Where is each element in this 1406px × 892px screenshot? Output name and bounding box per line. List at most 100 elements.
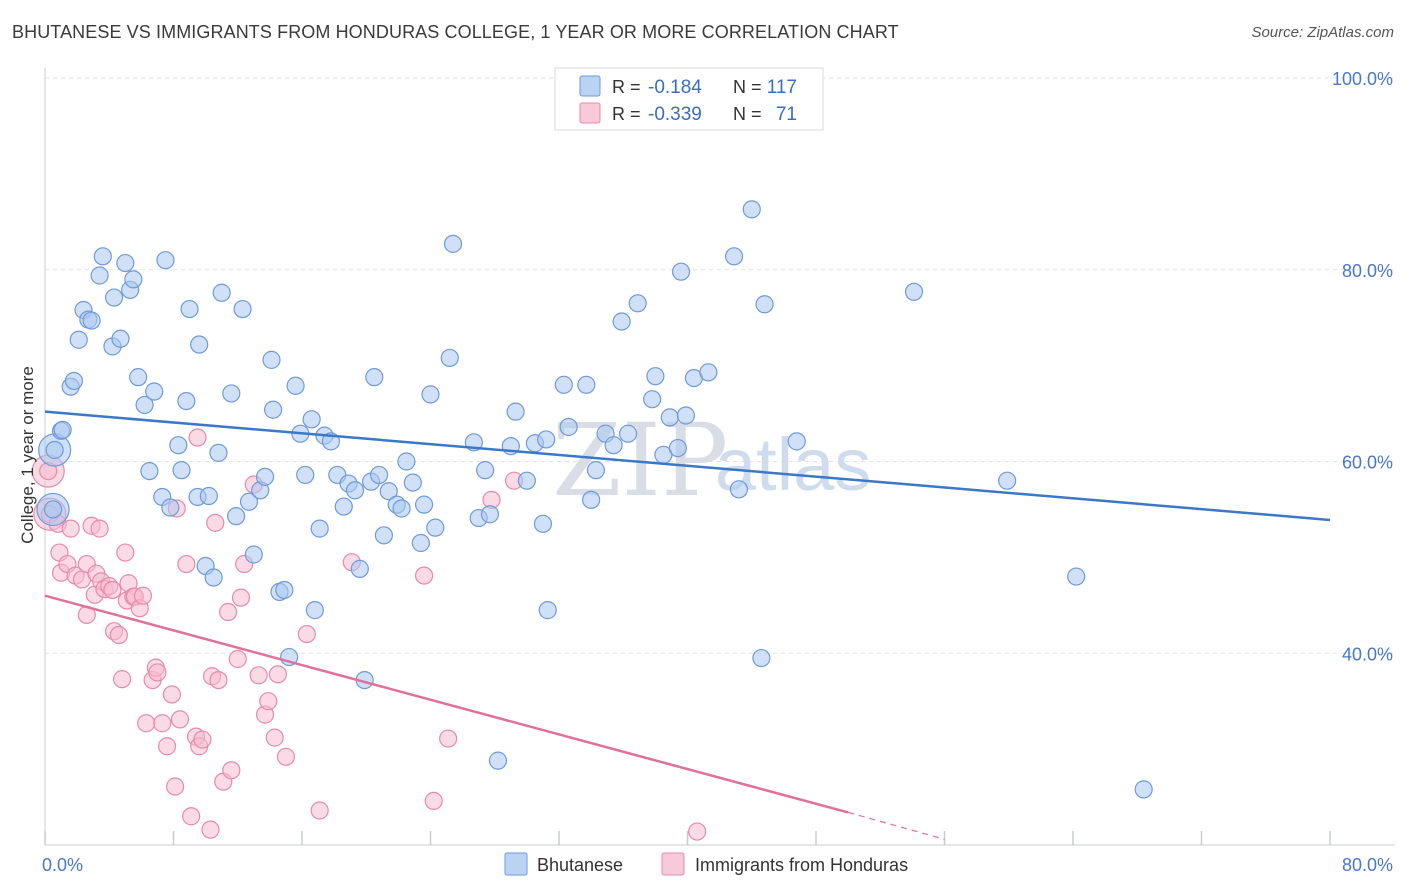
legend-bottom-label-bhutanese: Bhutanese (537, 855, 623, 875)
data-point (133, 586, 153, 605)
data-point (414, 566, 434, 585)
data-point (112, 670, 132, 689)
data-point (302, 410, 321, 429)
y-tick-label: 40.0% (1342, 644, 1393, 664)
data-point (259, 692, 278, 711)
data-point (443, 234, 463, 253)
data-point (268, 665, 288, 684)
data-point (787, 432, 806, 451)
data-point (586, 461, 606, 480)
data-point (162, 685, 181, 704)
data-point (904, 282, 924, 301)
data-point (169, 436, 188, 455)
data-point (148, 663, 167, 682)
data-point (172, 461, 191, 480)
chart-title: BHUTANESE VS IMMIGRANTS FROM HONDURAS CO… (12, 22, 899, 42)
data-point (90, 519, 109, 538)
data-point (671, 262, 691, 281)
legend-r-value-1: -0.184 (648, 77, 702, 98)
data-point (612, 312, 631, 331)
data-point (392, 499, 411, 518)
data-point (688, 822, 707, 841)
data-point (222, 384, 241, 403)
data-point (161, 498, 180, 517)
data-point (345, 481, 365, 500)
data-point (233, 299, 252, 319)
data-point (212, 283, 231, 302)
legend-bottom-label-honduras: Immigrants from Honduras (695, 855, 908, 875)
data-point (643, 390, 662, 409)
data-point (755, 295, 774, 314)
legend-bottom-swatch-blue (504, 852, 528, 876)
data-point (374, 526, 394, 545)
data-point (61, 519, 80, 538)
data-point (724, 247, 744, 266)
data-point (209, 443, 228, 462)
data-point (201, 820, 220, 839)
data-point (135, 395, 154, 415)
legend-bottom-swatch-pink (661, 852, 685, 876)
data-point (297, 624, 316, 644)
data-point (45, 440, 64, 460)
data-point (559, 417, 578, 437)
data-point (310, 519, 329, 538)
data-point (488, 751, 508, 770)
legend-r-label-2: R = (612, 104, 641, 124)
y-axis-label: College, 1 year or more (18, 366, 37, 544)
data-point (403, 473, 422, 492)
data-point (350, 559, 369, 578)
data-point (206, 513, 225, 532)
data-point (286, 376, 305, 395)
data-point (153, 714, 172, 733)
data-point (334, 497, 353, 516)
data-point (177, 391, 196, 411)
data-point (628, 294, 647, 313)
data-point (998, 471, 1017, 490)
trend-lines (44, 410, 1331, 840)
data-point (177, 554, 196, 574)
data-point (1067, 567, 1086, 586)
data-point (646, 367, 665, 386)
data-point (668, 438, 687, 458)
data-point (397, 452, 416, 471)
legend-r-value-2: -0.339 (648, 104, 702, 125)
data-point (265, 728, 284, 747)
data-point (111, 329, 130, 348)
legend-n-label-1: N = (733, 77, 762, 97)
legend-n-value-2: 71 (776, 104, 797, 125)
data-point (69, 330, 88, 349)
data-point (90, 266, 109, 285)
data-point (190, 335, 209, 354)
legend-n-value-1: 117 (767, 77, 797, 98)
data-point (222, 761, 241, 780)
x-tick-label-min: 0.0% (42, 855, 83, 875)
source-credit: Source: ZipAtlas.com (1251, 24, 1394, 41)
data-point (310, 801, 329, 820)
data-point (676, 406, 695, 425)
data-point (1134, 780, 1153, 799)
data-point (577, 375, 596, 394)
legend-swatch-blue (579, 75, 601, 97)
data-point (109, 625, 128, 645)
data-point (439, 729, 458, 748)
data-point (604, 436, 623, 455)
legend-bottom: Bhutanese Immigrants from Honduras (504, 852, 908, 876)
data-point (239, 492, 259, 511)
data-point (414, 495, 434, 514)
trend-line-bhutanese (44, 410, 1331, 522)
data-point (129, 368, 148, 387)
data-point (116, 543, 135, 562)
data-point (262, 350, 281, 369)
legend-r-label-1: R = (612, 77, 641, 97)
data-point (104, 288, 124, 307)
y-tick-label: 80.0% (1342, 261, 1393, 281)
data-point (116, 253, 135, 273)
data-point (537, 430, 556, 449)
data-point (618, 424, 638, 443)
trend-line-honduras-extension (847, 811, 945, 840)
data-point (180, 299, 199, 319)
data-point (255, 467, 275, 486)
trend-line-honduras (44, 594, 849, 814)
data-point (426, 518, 445, 537)
